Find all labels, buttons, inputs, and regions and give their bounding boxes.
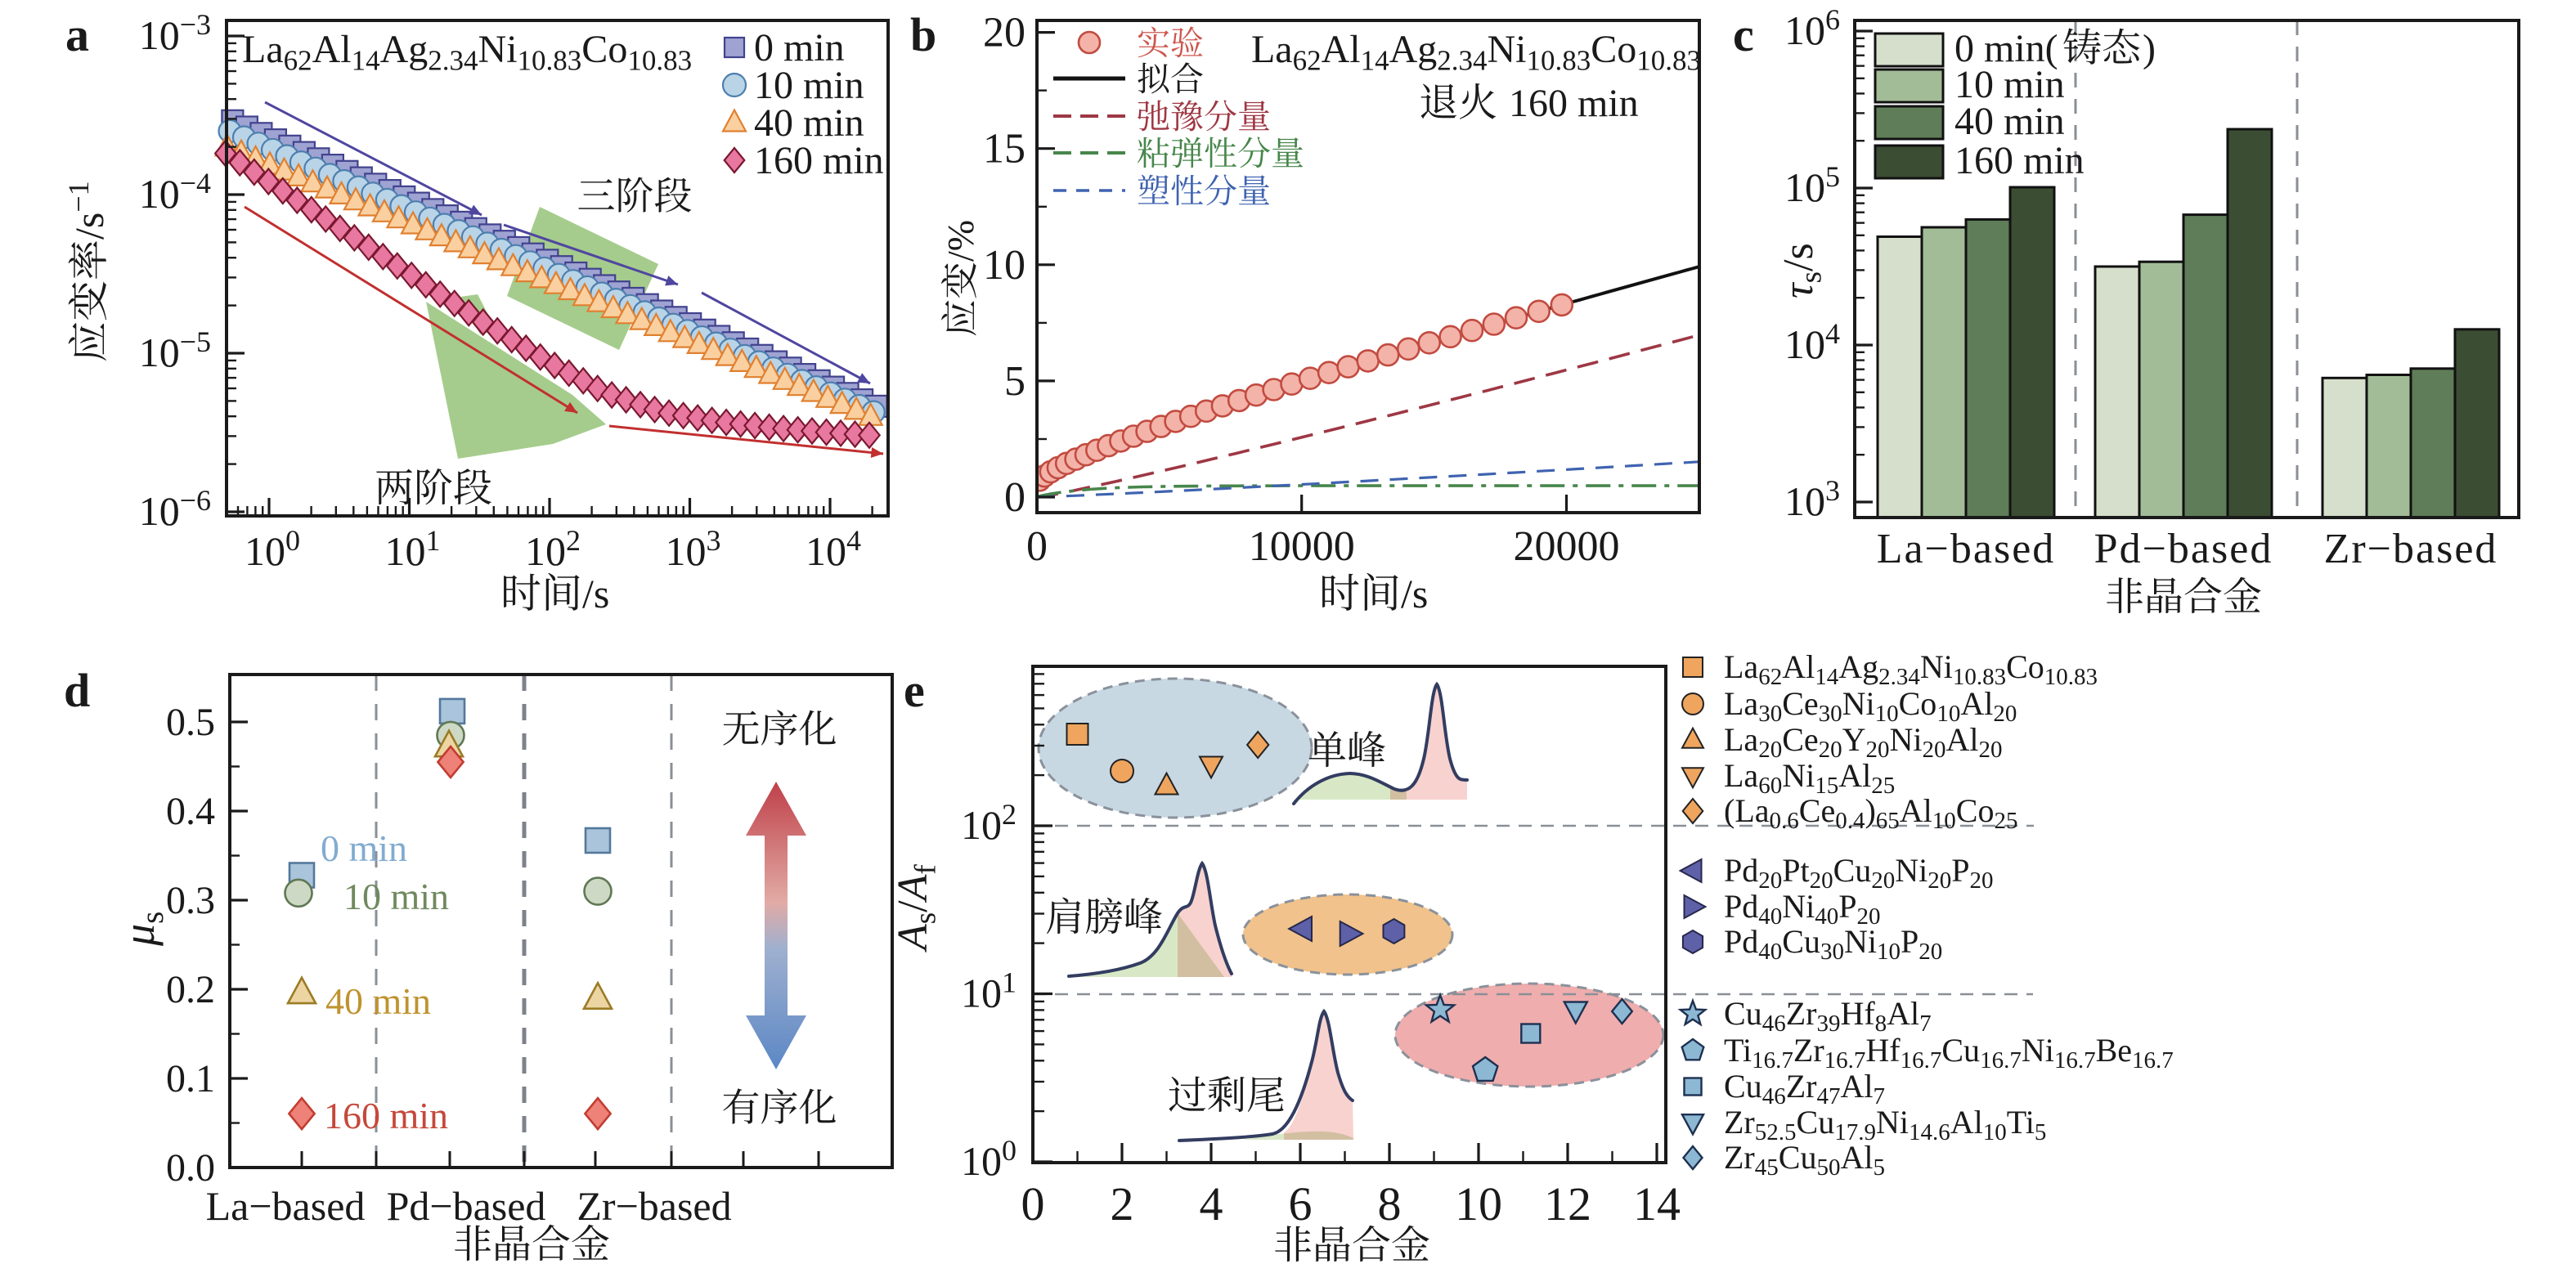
svg-text:14: 14 — [1633, 1177, 1681, 1230]
svg-text:Zr52.5Cu17.9Ni14.6Al10Ti5: Zr52.5Cu17.9Ni14.6Al10Ti5 — [1724, 1104, 2046, 1145]
svg-text:/%: /% — [940, 220, 981, 262]
svg-text:La−based: La−based — [206, 1183, 366, 1229]
svg-text:Cu46Zr47Al7: Cu46Zr47Al7 — [1724, 1068, 1885, 1109]
svg-text:10000: 10000 — [1249, 523, 1355, 570]
svg-text:102: 102 — [525, 524, 581, 574]
svg-text:10 min: 10 min — [343, 876, 449, 917]
svg-text:La30Ce30Ni10Co10Al20: La30Ce30Ni10Co10Al20 — [1724, 685, 2017, 727]
svg-text:8: 8 — [1378, 1177, 1402, 1230]
svg-text:103: 103 — [666, 524, 721, 574]
svg-text:0.5: 0.5 — [166, 701, 215, 744]
svg-text:106: 106 — [1784, 3, 1840, 53]
svg-text:La62Al14Ag2.34Ni10.83Co10.83: La62Al14Ag2.34Ni10.83Co10.83 — [1724, 648, 2098, 690]
svg-text:Zr−based: Zr−based — [2324, 526, 2498, 572]
svg-text:10 min: 10 min — [1954, 63, 2065, 106]
svg-text:(La0.6Ce0.4)65Al10Co25: (La0.6Ce0.4)65Al10Co25 — [1724, 792, 2017, 834]
svg-text:5: 5 — [1004, 358, 1025, 405]
svg-text:15: 15 — [983, 126, 1025, 173]
svg-text:100: 100 — [245, 524, 300, 574]
svg-text:Ti16.7Zr16.7Hf16.7Cu16.7Ni16.7: Ti16.7Zr16.7Hf16.7Cu16.7Ni16.7Be16.7 — [1724, 1032, 2174, 1074]
svg-text:105: 105 — [1784, 160, 1840, 210]
svg-text:Zr45Cu50Al5: Zr45Cu50Al5 — [1724, 1139, 1885, 1181]
svg-text:0: 0 — [1021, 1177, 1045, 1230]
svg-text:103: 103 — [1784, 474, 1840, 524]
svg-text:10−4: 10−4 — [139, 167, 211, 217]
svg-text:0.0: 0.0 — [166, 1146, 215, 1190]
svg-text:La60Ni15Al25: La60Ni15Al25 — [1724, 757, 1895, 799]
svg-text:0.4: 0.4 — [166, 790, 215, 833]
svg-text:): ) — [2143, 27, 2156, 70]
svg-text:40 min: 40 min — [325, 980, 431, 1022]
svg-text:40 min: 40 min — [754, 101, 864, 145]
svg-text:/s−1: /s−1 — [62, 181, 112, 240]
svg-text:10 min: 10 min — [754, 64, 864, 107]
svg-text:2: 2 — [1111, 1177, 1134, 1230]
svg-text:Pd40Cu30Ni10P20: Pd40Cu30Ni10P20 — [1724, 923, 1942, 965]
svg-text:10: 10 — [983, 242, 1025, 289]
svg-text:La62Al14Ag2.34Ni10.83Co10.83: La62Al14Ag2.34Ni10.83Co10.83 — [1251, 28, 1701, 77]
svg-text:0 min: 0 min — [754, 26, 845, 69]
svg-text:10: 10 — [1455, 1177, 1502, 1230]
svg-text:6: 6 — [1289, 1177, 1313, 1230]
svg-text:10−6: 10−6 — [139, 484, 211, 534]
svg-text:Pd−based: Pd−based — [387, 1183, 546, 1229]
svg-text:a: a — [65, 8, 89, 61]
svg-text:Cu46Zr39Hf8Al7: Cu46Zr39Hf8Al7 — [1724, 995, 1932, 1037]
svg-text:0.2: 0.2 — [166, 968, 215, 1011]
svg-text:20: 20 — [983, 10, 1025, 56]
svg-text:160 min: 160 min — [754, 139, 884, 182]
svg-text:10−5: 10−5 — [139, 325, 211, 375]
svg-text:101: 101 — [385, 524, 441, 574]
svg-text:100: 100 — [961, 1134, 1016, 1184]
svg-text:Pd40Ni40P20: Pd40Ni40P20 — [1724, 888, 1881, 930]
svg-text:101: 101 — [961, 966, 1016, 1016]
svg-text:μs: μs — [114, 912, 170, 947]
svg-text:0: 0 — [1026, 523, 1048, 570]
svg-text:/s: /s — [1401, 571, 1428, 616]
svg-text:104: 104 — [806, 524, 861, 574]
svg-text:/s: /s — [582, 571, 609, 616]
svg-text:160 min: 160 min — [1954, 139, 2085, 182]
svg-text:102: 102 — [961, 798, 1016, 848]
svg-text:0 min(: 0 min( — [1954, 27, 2058, 70]
svg-text:d: d — [64, 664, 90, 717]
svg-text:0: 0 — [1004, 474, 1025, 521]
svg-text:La62Al14Ag2.34Ni10.83Co10.83: La62Al14Ag2.34Ni10.83Co10.83 — [242, 28, 692, 77]
svg-text:160 min: 160 min — [1509, 82, 1639, 125]
svg-text:0.3: 0.3 — [166, 879, 215, 922]
svg-text:Zr−based: Zr−based — [577, 1183, 731, 1229]
svg-text:τs/s: τs/s — [1775, 243, 1828, 298]
svg-text:Pd20Pt20Cu20Ni20P20: Pd20Pt20Cu20Ni20P20 — [1724, 852, 1994, 894]
svg-text:20000: 20000 — [1514, 523, 1620, 570]
svg-text:La20Ce20Y20Ni20Al20: La20Ce20Y20Ni20Al20 — [1724, 721, 2003, 763]
svg-text:12: 12 — [1544, 1177, 1591, 1230]
svg-text:104: 104 — [1784, 317, 1840, 367]
svg-text:c: c — [1733, 8, 1754, 61]
svg-text:0.1: 0.1 — [166, 1057, 215, 1100]
svg-text:0 min: 0 min — [321, 827, 407, 869]
svg-text:b: b — [910, 8, 936, 61]
svg-text:4: 4 — [1200, 1177, 1223, 1230]
svg-text:40 min: 40 min — [1954, 100, 2065, 143]
svg-text:10−3: 10−3 — [139, 8, 211, 58]
svg-text:160 min: 160 min — [324, 1095, 448, 1136]
svg-text:As/Af: As/Af — [890, 864, 942, 952]
svg-text:La−based: La−based — [1877, 526, 2056, 572]
svg-text:e: e — [904, 664, 925, 717]
svg-text:Pd−based: Pd−based — [2094, 526, 2273, 572]
